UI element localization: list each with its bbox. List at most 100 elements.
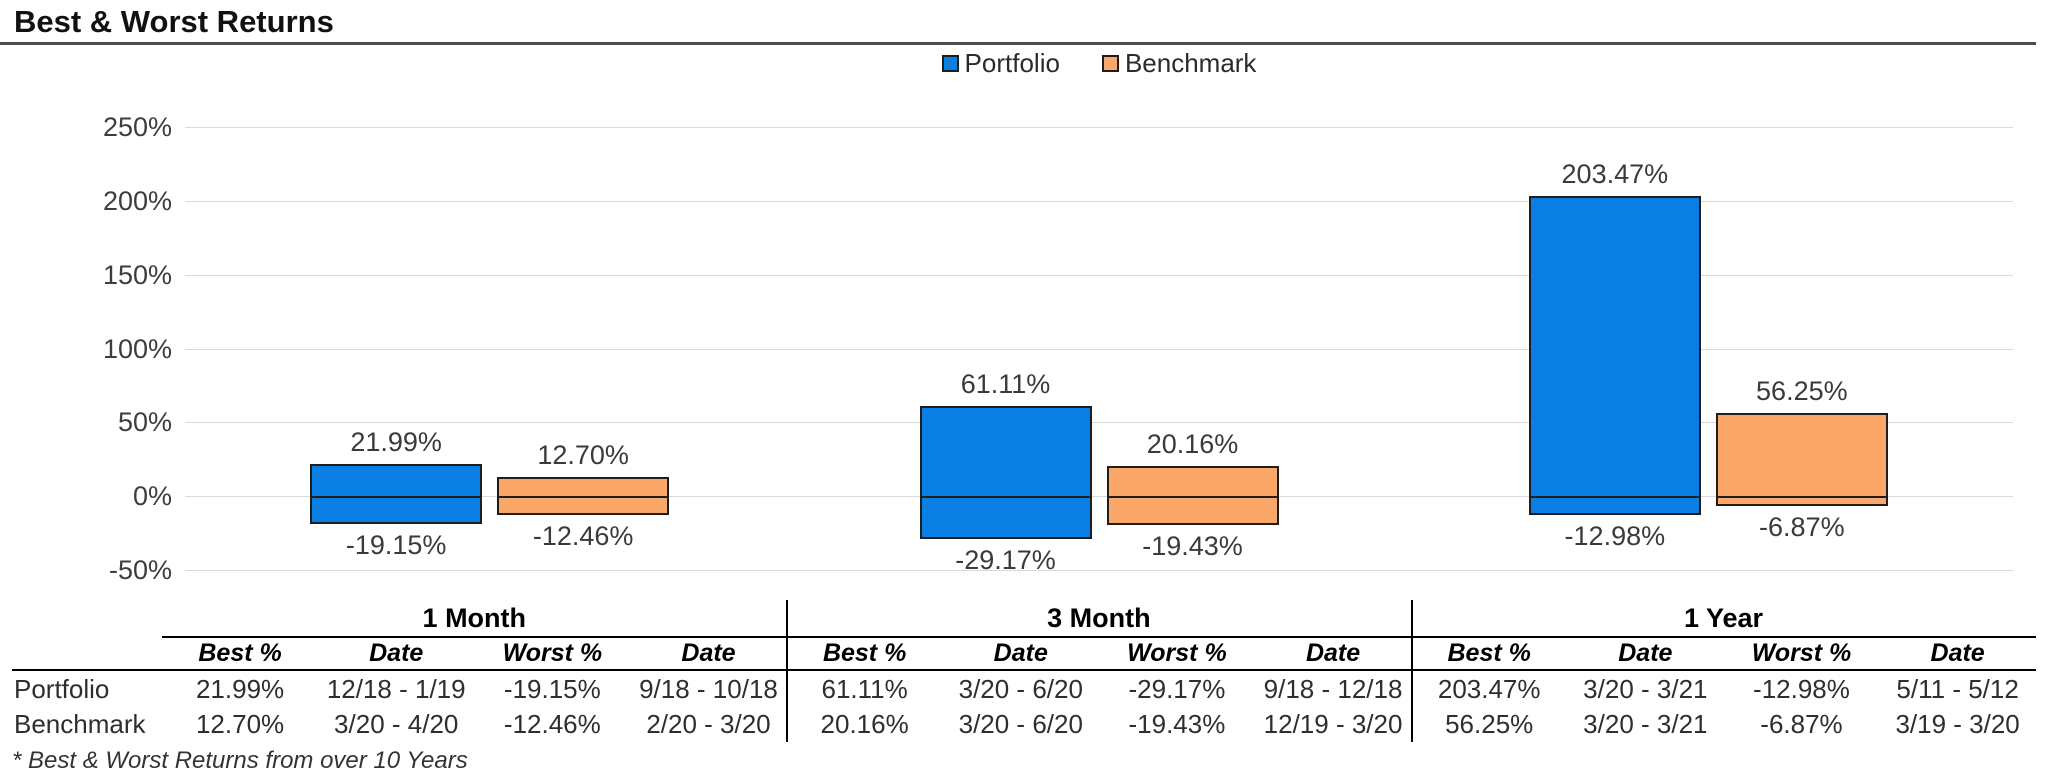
table-column-header: Date [681,638,736,667]
gridline [185,274,2013,276]
zero-line [1528,496,1701,499]
range-bar-portfolio-1 [310,463,483,525]
y-axis-tick-label: 200% [102,185,172,216]
best-value-label: 21.99% [350,426,442,457]
table-column-header: Best % [822,638,907,667]
table-group-header: 1 Year [1683,602,1764,633]
column-header-rule [12,669,2036,671]
best-value-label: 12.70% [537,440,629,471]
table-row-label: Benchmark [14,709,146,739]
portfolio-swatch-icon [941,55,959,72]
table-column-header: Date [993,638,1048,667]
table-cell: 3/20 - 3/21 [1583,709,1708,739]
table-cell: 21.99% [195,674,285,704]
gridline [185,348,2013,350]
table-row-label: Portfolio [14,674,110,704]
table-column-header: Date [1930,638,1985,667]
table-column-header: Date [1305,638,1361,667]
table-cell: 12/18 - 1/19 [326,674,466,704]
table-cell: -19.43% [1128,709,1226,739]
table-column-header: Best % [1447,638,1531,667]
table-cell: -19.15% [503,674,601,704]
zero-line [1106,496,1279,499]
y-axis-tick-label: 250% [102,112,172,142]
table-group-header: 1 Month [422,602,527,633]
best-value-label: 56.25% [1756,376,1848,407]
table-column-header: Date [1618,638,1673,667]
table-cell: 3/20 - 3/21 [1583,674,1708,704]
gridline [185,127,2013,128]
range-bar-benchmark-3 [1715,413,1888,507]
y-axis-tick-label: 150% [102,259,172,290]
gridline [185,570,2013,571]
group-header-rule [162,636,2036,638]
table-cell: 9/18 - 12/18 [1263,674,1403,704]
zero-line [310,496,483,499]
title-divider [0,42,2036,45]
chart-legend: Portfolio Benchmark [185,48,2013,79]
table-group-divider [786,600,788,742]
range-bar-benchmark-2 [1106,466,1279,525]
returns-table: 1 Month 3 Month 1 Year Best % Date Worst % Da… [0,600,2048,746]
worst-value-label: -29.17% [955,545,1056,576]
table-cell: 3/20 - 4/20 [334,709,459,739]
table-cell: -12.46% [503,709,601,739]
range-bar-portfolio-3 [1528,195,1701,516]
worst-value-label: -12.98% [1564,521,1666,552]
legend-item-portfolio: Portfolio [941,48,1060,79]
table-column-header: Best % [198,638,282,667]
table-column-header: Date [369,638,424,667]
table-cell: 3/20 - 6/20 [958,674,1083,704]
table-cell: 203.47% [1437,674,1541,704]
table-cell: 12.70% [195,709,285,739]
table-row: Portfolio 21.99% 12/18 - 1/19 -19.15% 9/18 -… [0,672,2048,707]
table-cell: 5/11 - 5/12 [1896,674,2019,704]
worst-value-label: -6.87% [1759,512,1845,543]
gridline [185,422,2013,424]
legend-label: Benchmark [1124,48,1257,78]
range-bar-benchmark-1 [497,477,670,515]
table-group-divider [1411,600,1413,742]
benchmark-swatch-icon [1101,55,1119,72]
gridline [185,200,2013,202]
worst-value-label: -12.46% [532,520,634,551]
table-cell: -6.87% [1760,709,1843,739]
zero-line [497,496,670,499]
table-cell: -29.17% [1128,674,1226,704]
table-cell: 61.11% [821,674,908,704]
plot-area: 21.99% -19.15% 12.70% -12.46% 61.11% -29.17% 2… [185,127,2013,575]
best-value-label: 203.47% [1561,158,1669,189]
table-column-header: Worst % [1127,638,1227,667]
table-cell: -12.98% [1753,674,1850,704]
table-cell: 12/19 - 3/20 [1263,709,1403,739]
table-column-header-row: Best % Date Worst % Date Best % Date Worst % Da… [0,638,2048,668]
best-value-label: 20.16% [1146,429,1239,460]
footnote: * Best & Worst Returns from over 10 Year… [12,747,468,774]
table-column-header: Worst % [502,638,603,667]
y-axis-tick-label: 100% [102,333,172,364]
table-cell: 2/20 - 3/20 [646,709,771,739]
table-cell: 20.16% [820,709,909,739]
table-cell: 9/18 - 10/18 [639,674,778,704]
table-row: Benchmark 12.70% 3/20 - 4/20 -12.46% 2/20 - … [0,707,2048,742]
table-cell: 3/20 - 6/20 [958,709,1083,739]
page-title: Best & Worst Returns [14,4,334,39]
legend-label: Portfolio [964,48,1060,78]
table-cell: 3/19 - 3/20 [1895,709,2020,739]
worst-value-label: -19.15% [345,530,447,561]
zero-line [1715,496,1888,499]
y-axis-tick-label: 0% [132,481,172,512]
table-cell: 56.25% [1445,709,1534,739]
table-group-header: 3 Month [1047,602,1151,633]
gridline [185,496,2013,498]
y-axis-tick-label: -50% [108,555,172,585]
range-bar-portfolio-2 [919,405,1092,540]
best-value-label: 61.11% [960,368,1051,399]
legend-item-benchmark: Benchmark [1101,48,1257,79]
zero-line [919,496,1092,499]
table-group-header-row: 1 Month 3 Month 1 Year [0,600,2048,636]
worst-value-label: -19.43% [1142,530,1243,561]
y-axis: 250% 200% 150% 100% 50% 0% -50% [0,112,172,585]
y-axis-tick-label: 50% [117,407,172,438]
table-column-header: Worst % [1751,638,1852,667]
